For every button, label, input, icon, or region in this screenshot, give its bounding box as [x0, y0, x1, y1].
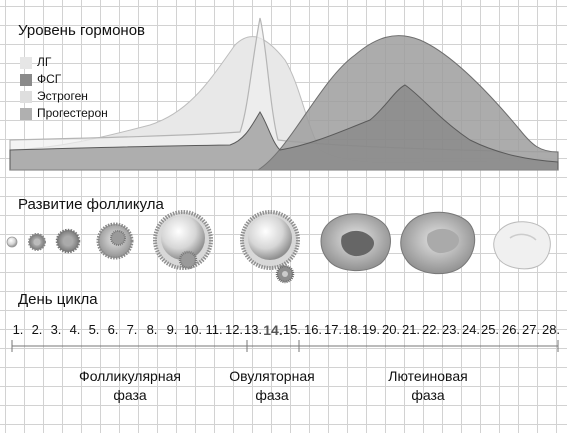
follicle-stage-3 [55, 228, 81, 254]
day-label: 26. [501, 322, 521, 337]
hormone-title: Уровень гормонов [18, 22, 146, 39]
corpus-albicans [493, 221, 551, 270]
follicle-stage-5 [153, 210, 213, 270]
follicle-stage-2 [28, 233, 46, 251]
legend-item-progesterone: Прогестерон [20, 105, 108, 122]
day-label: 12. [224, 322, 244, 337]
follicle-stage-4 [96, 222, 134, 260]
day-label: 22. [421, 322, 441, 337]
day-label: 25. [480, 322, 500, 337]
phase-luteal-line1: Лютеиновая [388, 368, 468, 384]
legend-item-lh: ЛГ [20, 54, 108, 71]
day-label: 7. [126, 322, 138, 337]
day-label: 23. [441, 322, 461, 337]
day-label: 1. [12, 322, 24, 337]
day-label: 16. [303, 322, 323, 337]
day-axis: 1. 2. 3. 4. 5. 6. 7. 8. 9. 10. 11. 12. 1… [8, 322, 563, 342]
day-label: 17. [323, 322, 343, 337]
day-label: 28. [541, 322, 561, 337]
phase-ovulatory: Овуляторная фаза [212, 367, 332, 405]
day-label: 15. [282, 322, 302, 337]
fsh-area [9, 84, 559, 171]
phase-follicular-line2: фаза [113, 387, 147, 403]
corpus-luteum-early [320, 213, 391, 271]
day-label: 4. [69, 322, 81, 337]
hormone-chart [9, 17, 559, 171]
legend-swatch-lh [20, 56, 32, 69]
day-label: 9. [166, 322, 178, 337]
legend-label-lh: ЛГ [37, 55, 52, 69]
legend-swatch-fsh [20, 73, 32, 86]
corpus-luteum [400, 211, 476, 275]
day-label: 19. [361, 322, 381, 337]
legend-label-estrogen: Эстроген [37, 89, 88, 103]
follicle-diagram [6, 210, 551, 284]
follicle-stage-6 [240, 210, 300, 284]
legend-label-fsh: ФСГ [37, 72, 62, 86]
phase-follicular: Фолликулярная фаза [55, 367, 205, 405]
day-label: 24. [461, 322, 481, 337]
day-label: 20. [381, 322, 401, 337]
phase-ovulatory-line2: фаза [255, 387, 289, 403]
day-label: 3. [50, 322, 62, 337]
day-label: 5. [88, 322, 100, 337]
legend-item-fsh: ФСГ [20, 71, 108, 88]
day-label: 10. [183, 322, 203, 337]
phase-luteal: Лютеиновая фаза [358, 367, 498, 405]
day-label: 18. [342, 322, 362, 337]
legend-swatch-progesterone [20, 107, 32, 120]
phase-timeline [11, 340, 559, 352]
legend-swatch-estrogen [20, 90, 32, 103]
day-label: 8. [146, 322, 158, 337]
phase-follicular-line1: Фолликулярная [79, 368, 181, 384]
day-label-highlight: 14. [263, 322, 283, 338]
legend-label-progesterone: Прогестерон [37, 106, 108, 120]
day-label: 13. [243, 322, 263, 337]
day-label: 11. [205, 322, 223, 337]
follicle-title: Развитие фолликула [18, 196, 164, 213]
legend-item-estrogen: Эстроген [20, 88, 108, 105]
day-label: 2. [31, 322, 43, 337]
follicle-stage-1 [6, 236, 18, 248]
day-label: 27. [521, 322, 541, 337]
cycle-title: День цикла [18, 291, 98, 308]
day-label: 21. [401, 322, 421, 337]
phase-luteal-line2: фаза [411, 387, 445, 403]
hormone-legend: ЛГ ФСГ Эстроген Прогестерон [20, 54, 108, 122]
day-label: 6. [107, 322, 119, 337]
phase-ovulatory-line1: Овуляторная [229, 368, 315, 384]
